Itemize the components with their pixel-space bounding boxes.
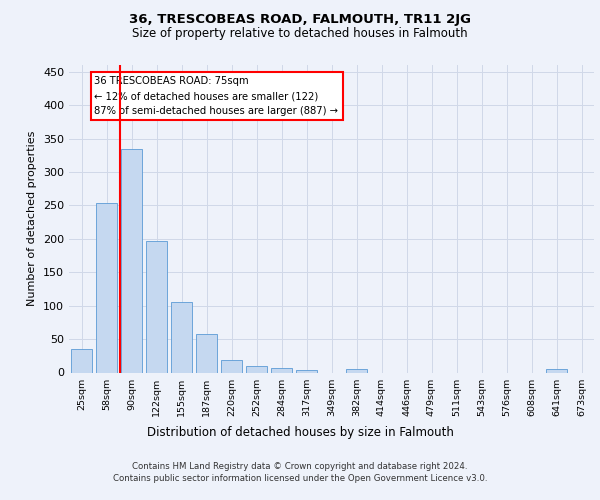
Bar bbox=[221, 360, 242, 372]
Bar bbox=[346, 369, 367, 372]
Bar bbox=[121, 148, 142, 372]
Text: Distribution of detached houses by size in Falmouth: Distribution of detached houses by size … bbox=[146, 426, 454, 439]
Bar bbox=[546, 369, 567, 372]
Text: Size of property relative to detached houses in Falmouth: Size of property relative to detached ho… bbox=[132, 28, 468, 40]
Bar bbox=[296, 370, 317, 372]
Text: 36, TRESCOBEAS ROAD, FALMOUTH, TR11 2JG: 36, TRESCOBEAS ROAD, FALMOUTH, TR11 2JG bbox=[129, 12, 471, 26]
Text: Contains HM Land Registry data © Crown copyright and database right 2024.
Contai: Contains HM Land Registry data © Crown c… bbox=[113, 462, 487, 483]
Text: 36 TRESCOBEAS ROAD: 75sqm
← 12% of detached houses are smaller (122)
87% of semi: 36 TRESCOBEAS ROAD: 75sqm ← 12% of detac… bbox=[95, 76, 338, 116]
Bar bbox=[196, 334, 217, 372]
Bar bbox=[96, 204, 117, 372]
Bar bbox=[271, 368, 292, 372]
Y-axis label: Number of detached properties: Number of detached properties bbox=[28, 131, 37, 306]
Bar bbox=[171, 302, 192, 372]
Bar bbox=[246, 366, 267, 372]
Bar bbox=[71, 349, 92, 372]
Bar bbox=[146, 241, 167, 372]
